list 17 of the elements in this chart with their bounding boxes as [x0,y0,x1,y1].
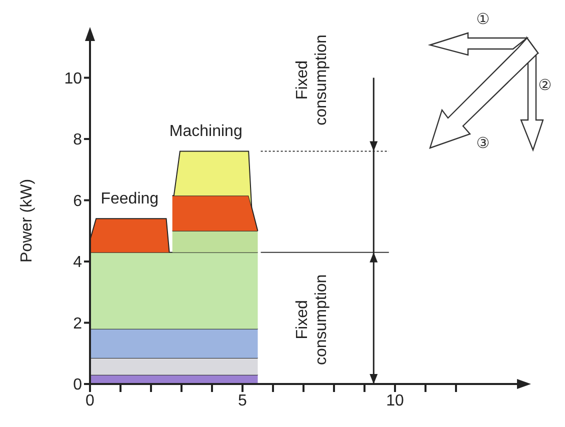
text: ② [538,76,552,94]
y-tick-label: 6 [73,192,82,210]
y-tick-label: 4 [73,254,82,272]
annotation: Machining [169,122,242,140]
text: ① [476,10,490,28]
annotation: ③ [476,134,490,152]
y-axis-title: Power (kW) [18,178,36,262]
x-tick-label: 10 [386,392,404,410]
x-tick-label: 5 [238,392,248,410]
y-tick-label: 10 [64,70,82,88]
annotation: Fixed consumption [294,34,330,126]
y-tick-label: 0 [73,376,82,394]
x-tick-label: 0 [86,392,95,410]
y-tick-label: 8 [73,132,82,149]
annotation: Feeding [100,190,159,208]
y-tick-label: 2 [73,315,82,332]
annotation: Fixed consumption [294,274,330,366]
